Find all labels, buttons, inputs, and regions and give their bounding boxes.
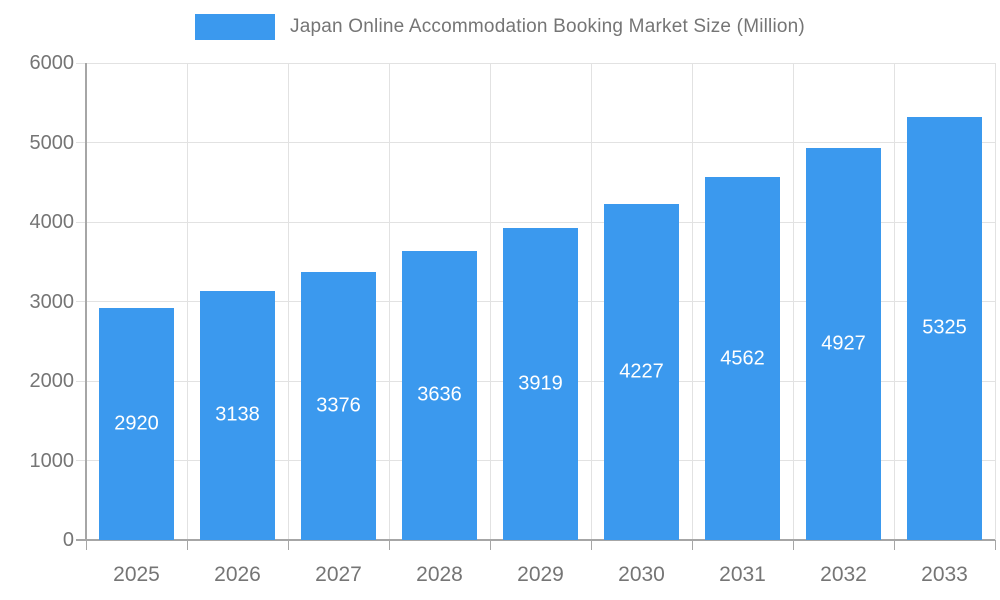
x-axis-tick [994, 540, 996, 550]
legend[interactable]: Japan Online Accommodation Booking Marke… [0, 14, 1000, 40]
x-gridline [186, 63, 188, 540]
bar-2025[interactable] [99, 307, 174, 540]
x-axis-tick-label: 2029 [517, 563, 564, 586]
x-axis-tick-label: 2025 [113, 563, 160, 586]
x-gridline [994, 63, 996, 540]
x-axis-tick-label: 2030 [618, 563, 665, 586]
x-axis-tick-label: 2032 [820, 563, 867, 586]
y-gridline [76, 142, 995, 143]
legend-swatch [195, 14, 276, 40]
x-axis-tick [590, 540, 592, 550]
y-axis-tick-label: 5000 [29, 131, 75, 154]
x-gridline [893, 63, 895, 540]
x-axis-tick [287, 540, 289, 550]
x-axis-tick-label: 2028 [416, 563, 463, 586]
x-axis-tick-label: 2031 [719, 563, 766, 586]
y-axis-tick-label: 3000 [29, 290, 75, 313]
x-gridline [287, 63, 289, 540]
bar-2026[interactable] [200, 290, 275, 540]
x-axis-tick [388, 540, 390, 550]
x-axis-tick [85, 540, 87, 550]
y-axis-tick-label: 1000 [29, 449, 75, 472]
bar-2028[interactable] [402, 250, 477, 540]
x-axis-tick [489, 540, 491, 550]
legend-label: Japan Online Accommodation Booking Marke… [290, 16, 805, 37]
y-gridline [76, 221, 995, 223]
x-axis-tick [186, 540, 188, 550]
y-axis-tick-label: 6000 [29, 52, 75, 74]
x-gridline [691, 63, 693, 540]
x-gridline [792, 63, 794, 540]
bar-2030[interactable] [604, 203, 679, 540]
bar-2031[interactable] [705, 177, 780, 540]
bar-2027[interactable] [301, 271, 376, 540]
bar-2032[interactable] [806, 148, 881, 540]
y-axis-tick-label: 4000 [29, 211, 75, 233]
y-axis-tick-label: 2000 [29, 370, 75, 392]
y-gridline [76, 62, 995, 64]
bar-2029[interactable] [503, 228, 578, 540]
y-axis-line [85, 63, 87, 540]
y-axis-tick-label: 0 [62, 529, 74, 551]
x-gridline [489, 63, 491, 540]
x-gridline [590, 63, 592, 540]
x-gridline [388, 63, 390, 540]
x-axis-line [76, 539, 995, 541]
x-axis-tick [792, 540, 794, 550]
x-axis-tick [691, 540, 693, 550]
x-axis-tick [893, 540, 895, 550]
bar-2033[interactable] [907, 116, 982, 540]
x-axis-tick-label: 2027 [315, 563, 362, 586]
x-axis-tick-label: 2026 [214, 563, 261, 586]
x-axis-tick-label: 2033 [921, 563, 968, 586]
